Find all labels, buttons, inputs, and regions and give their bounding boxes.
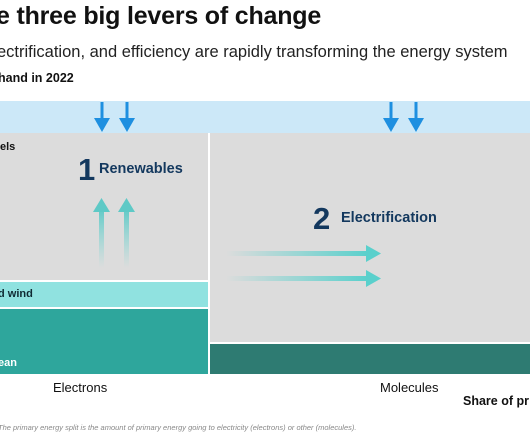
demand-arrow-3-icon (383, 102, 399, 132)
solar-and-wind-block (0, 282, 208, 307)
footnote: The primary energy split is the amount o… (0, 423, 357, 432)
demand-arrow-2-icon (119, 102, 135, 132)
page-title: e three big levers of change (0, 2, 322, 30)
fossil-fuels-molecules-block (210, 133, 530, 342)
electrification-arrow-1-icon (226, 245, 381, 262)
clean-molecules-block (210, 344, 530, 374)
fossil-fuels-label: els (0, 141, 16, 153)
demand-label: hand in 2022 (0, 71, 74, 85)
lever-2-name: Electrification (341, 210, 437, 226)
electrification-arrow-2-icon (226, 270, 381, 287)
energy-demand-band (0, 101, 530, 133)
demand-arrow-4-icon (408, 102, 424, 132)
lever-1-name: Renewables (99, 161, 183, 177)
renewables-arrow-1-icon (93, 198, 110, 268)
clean-label: ean (0, 357, 17, 369)
lever-1-number: 1 (78, 152, 96, 187)
solar-wind-label: d wind (0, 288, 33, 300)
axis-title: Share of pr (463, 394, 529, 408)
lever-2-number: 2 (313, 201, 331, 236)
demand-arrow-1-icon (94, 102, 110, 132)
page-subtitle: ectrification, and efficiency are rapidl… (0, 43, 508, 61)
axis-label-molecules: Molecules (380, 380, 439, 395)
axis-label-electrons: Electrons (53, 380, 108, 395)
clean-electrons-block (0, 309, 208, 374)
renewables-arrow-2-icon (118, 198, 135, 268)
